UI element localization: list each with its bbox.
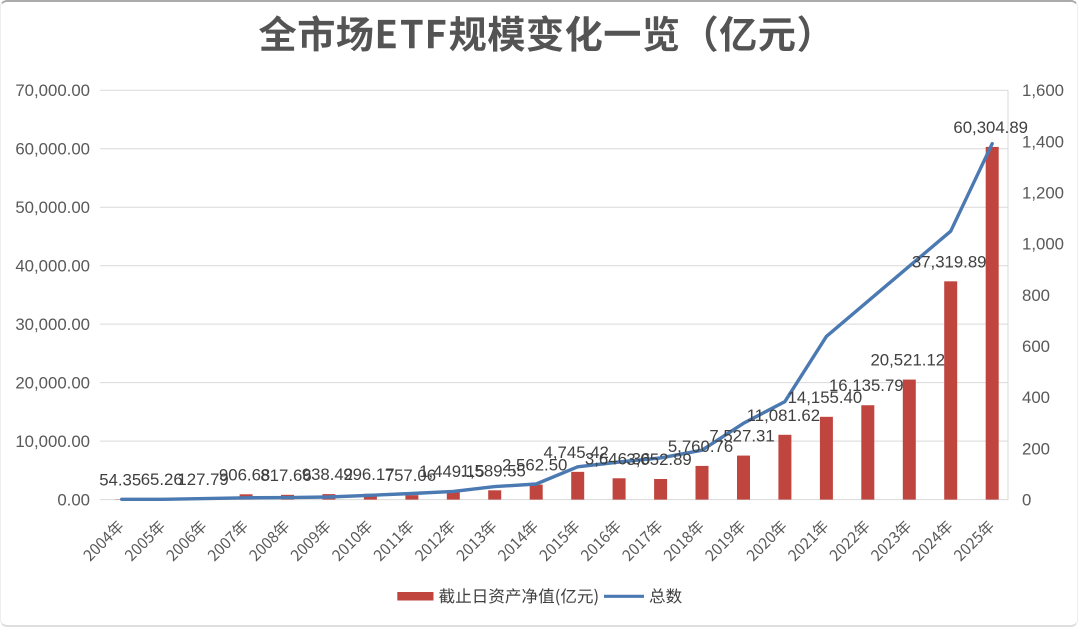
svg-text:30,000.00: 30,000.00 (15, 315, 90, 334)
svg-text:14,155.40: 14,155.40 (788, 388, 863, 407)
svg-text:0.00: 0.00 (57, 491, 90, 510)
svg-text:60,000.00: 60,000.00 (15, 140, 90, 159)
svg-text:70,000.00: 70,000.00 (15, 81, 90, 100)
svg-text:16,135.79: 16,135.79 (829, 376, 904, 395)
svg-text:1,000: 1,000 (1022, 235, 1064, 254)
svg-text:10,000.00: 10,000.00 (15, 432, 90, 451)
svg-text:20,000.00: 20,000.00 (15, 374, 90, 393)
svg-text:50,000.00: 50,000.00 (15, 198, 90, 217)
svg-text:4,745.42: 4,745.42 (544, 443, 609, 462)
svg-text:60,304.89: 60,304.89 (953, 118, 1028, 137)
svg-text:37,319.89: 37,319.89 (912, 252, 987, 271)
svg-text:5,760.76: 5,760.76 (668, 437, 733, 456)
svg-text:0: 0 (1022, 491, 1031, 510)
svg-text:400: 400 (1022, 388, 1050, 407)
svg-text:200: 200 (1022, 439, 1050, 458)
svg-text:600: 600 (1022, 337, 1050, 356)
svg-text:20,521.12: 20,521.12 (870, 351, 945, 370)
svg-text:757.06: 757.06 (385, 466, 436, 485)
svg-text:2,562.50: 2,562.50 (502, 456, 567, 475)
svg-text:938.42: 938.42 (302, 465, 353, 484)
svg-text:3,052.89: 3,052.89 (626, 450, 691, 469)
svg-text:996.17: 996.17 (343, 465, 394, 484)
svg-text:11,081.62: 11,081.62 (747, 406, 820, 425)
svg-text:906.68: 906.68 (219, 465, 270, 484)
svg-text:1,400: 1,400 (1022, 132, 1064, 151)
svg-text:65.26: 65.26 (141, 470, 183, 489)
svg-text:1,600: 1,600 (1022, 81, 1064, 100)
svg-text:7,527.31: 7,527.31 (709, 427, 774, 446)
svg-text:1,449.15: 1,449.15 (419, 462, 484, 481)
svg-text:1,589.55: 1,589.55 (461, 461, 526, 480)
svg-text:54.35: 54.35 (99, 470, 141, 489)
svg-text:800: 800 (1022, 286, 1050, 305)
svg-text:40,000.00: 40,000.00 (15, 257, 90, 276)
svg-text:817.66: 817.66 (260, 466, 311, 485)
svg-text:3,646.36: 3,646.36 (585, 449, 650, 468)
svg-text:1,200: 1,200 (1022, 184, 1064, 203)
svg-text:127.79: 127.79 (177, 470, 228, 489)
